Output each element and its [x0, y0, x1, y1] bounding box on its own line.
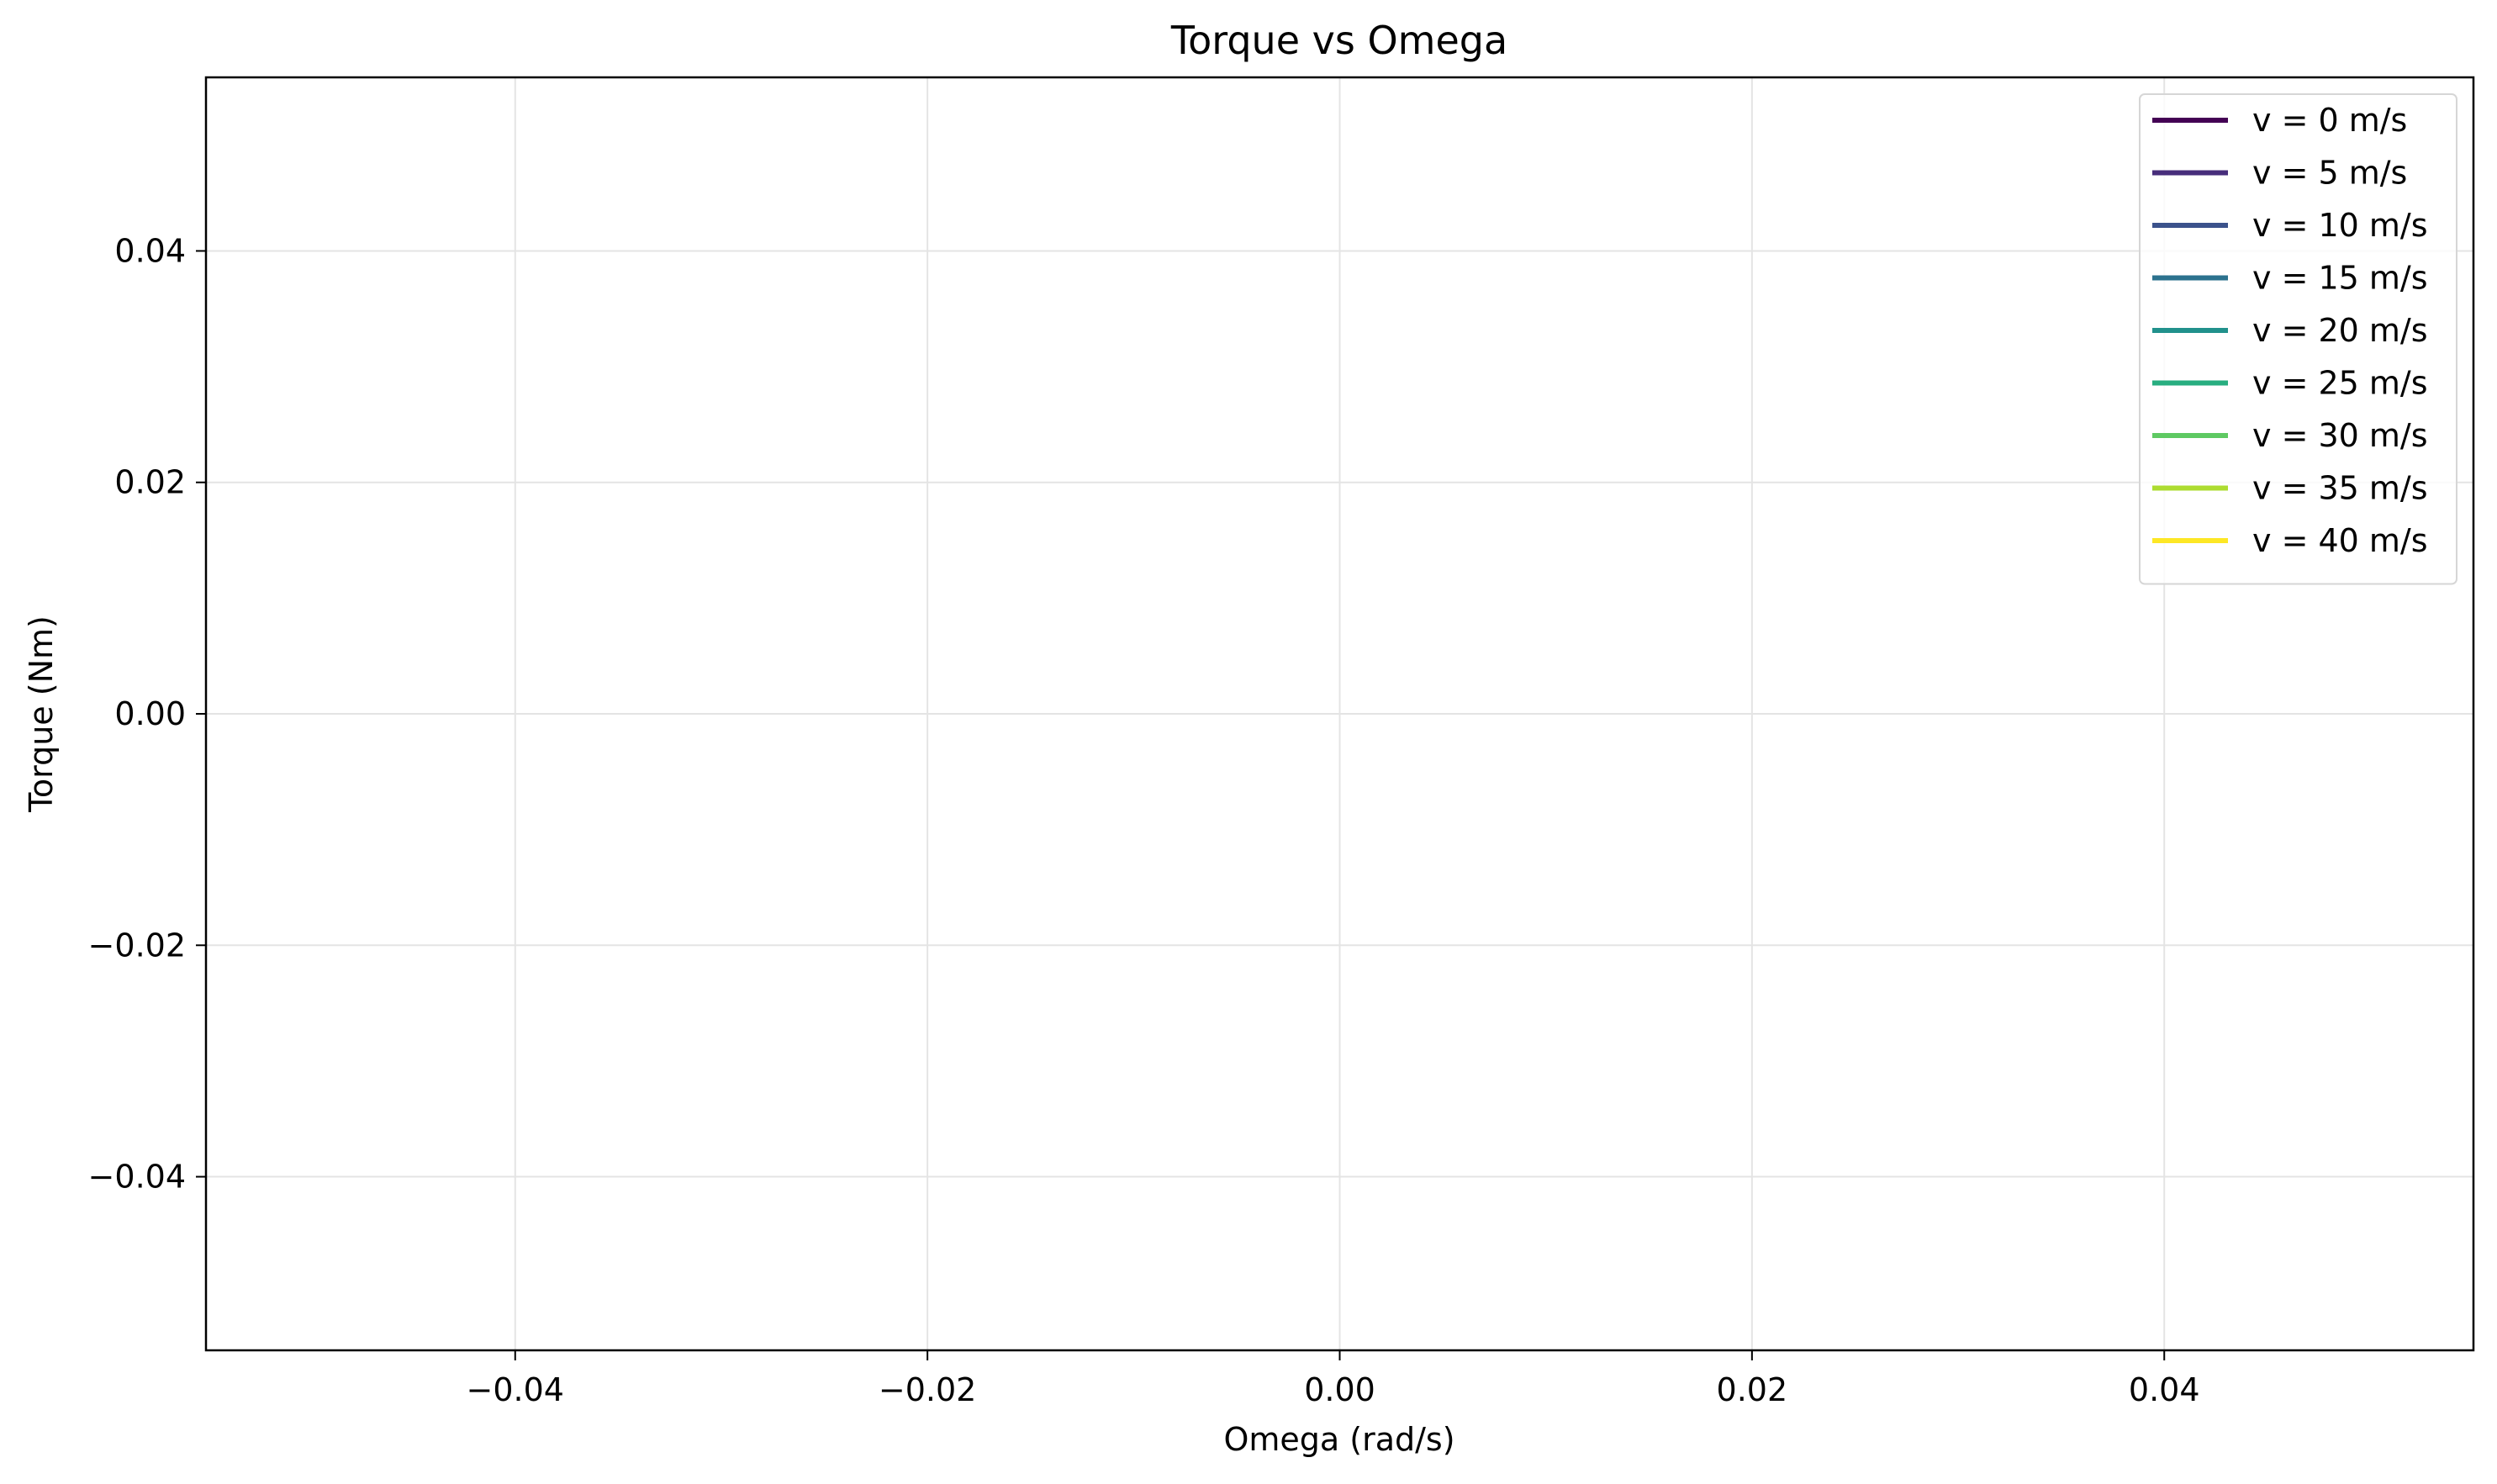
x-tick-label: 0.02 [1717, 1371, 1788, 1408]
legend-label: v = 25 m/s [2252, 365, 2428, 402]
legend-label: v = 20 m/s [2252, 312, 2428, 349]
legend-entry: v = 25 m/s [2152, 365, 2428, 402]
y-tick-label: 0.00 [114, 695, 186, 732]
x-axis-label: Omega (rad/s) [1223, 1421, 1454, 1458]
y-tick-label: 0.04 [114, 232, 186, 269]
legend-label: v = 10 m/s [2252, 207, 2428, 244]
y-axis-label: Torque (Nm) [23, 615, 60, 813]
legend-label: v = 40 m/s [2252, 522, 2428, 559]
legend-entry: v = 40 m/s [2152, 522, 2428, 559]
x-tick-label: −0.02 [879, 1371, 976, 1408]
legend-entry: v = 10 m/s [2152, 207, 2428, 244]
x-axis-ticks: −0.04 −0.02 0.00 0.02 0.04 [467, 1350, 2200, 1408]
legend-label: v = 5 m/s [2252, 155, 2407, 192]
legend-label: v = 0 m/s [2252, 102, 2407, 139]
legend-label: v = 35 m/s [2252, 470, 2428, 507]
y-tick-label: 0.02 [114, 464, 186, 501]
legend-entry: v = 0 m/s [2152, 102, 2407, 139]
grid [206, 77, 2473, 1350]
legend-entry: v = 30 m/s [2152, 417, 2428, 454]
legend-entry: v = 5 m/s [2152, 155, 2407, 192]
legend-entry: v = 15 m/s [2152, 260, 2428, 297]
x-tick-label: 0.00 [1304, 1371, 1375, 1408]
x-tick-label: 0.04 [2129, 1371, 2200, 1408]
legend-label: v = 30 m/s [2252, 417, 2428, 454]
legend-label: v = 15 m/s [2252, 260, 2428, 297]
y-tick-label: −0.02 [88, 927, 186, 964]
y-tick-label: −0.04 [88, 1159, 186, 1196]
y-axis-ticks: −0.04 −0.02 0.00 0.02 0.04 [88, 232, 206, 1196]
legend-entry: v = 20 m/s [2152, 312, 2428, 349]
legend: v = 0 m/s v = 5 m/s v = 10 m/s v = 15 m/s v … [2139, 93, 2457, 585]
legend-entry: v = 35 m/s [2152, 470, 2428, 507]
legend-box [2139, 93, 2457, 585]
chart-title: Torque vs Omega [1170, 18, 1507, 63]
x-tick-label: −0.04 [467, 1371, 564, 1408]
